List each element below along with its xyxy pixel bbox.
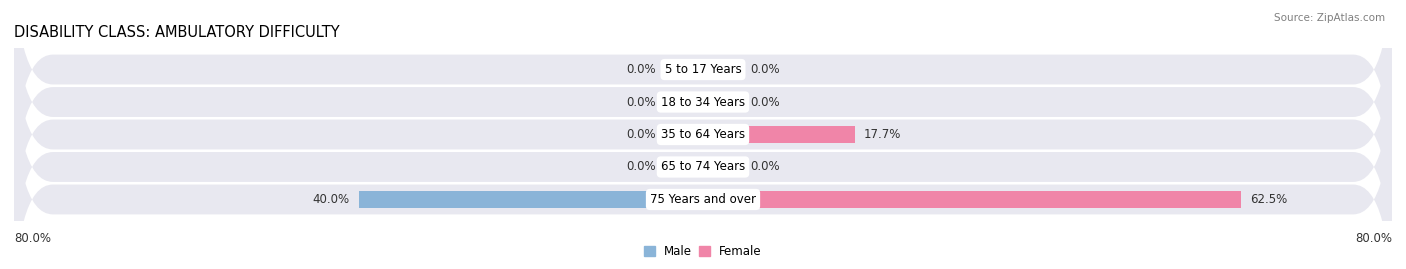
FancyBboxPatch shape	[14, 0, 1392, 233]
Bar	[703, 61, 742, 79]
Bar	[703, 93, 742, 111]
Text: 0.0%: 0.0%	[751, 95, 780, 108]
Text: 35 to 64 Years: 35 to 64 Years	[661, 128, 745, 141]
Text: 65 to 74 Years: 65 to 74 Years	[661, 161, 745, 174]
Text: 62.5%: 62.5%	[1250, 193, 1286, 206]
Bar	[703, 126, 855, 143]
Text: 0.0%: 0.0%	[751, 161, 780, 174]
Bar	[664, 126, 703, 143]
Text: 80.0%: 80.0%	[14, 232, 51, 245]
FancyBboxPatch shape	[14, 0, 1392, 201]
Bar	[359, 190, 703, 208]
Text: 0.0%: 0.0%	[626, 63, 655, 76]
FancyBboxPatch shape	[14, 68, 1392, 269]
Legend: Male, Female: Male, Female	[640, 240, 766, 263]
Text: 80.0%: 80.0%	[1355, 232, 1392, 245]
Text: 0.0%: 0.0%	[751, 63, 780, 76]
Text: 0.0%: 0.0%	[626, 128, 655, 141]
Bar	[703, 190, 1241, 208]
Bar	[703, 158, 742, 176]
Text: DISABILITY CLASS: AMBULATORY DIFFICULTY: DISABILITY CLASS: AMBULATORY DIFFICULTY	[14, 25, 340, 40]
Text: 5 to 17 Years: 5 to 17 Years	[665, 63, 741, 76]
Text: 75 Years and over: 75 Years and over	[650, 193, 756, 206]
Text: Source: ZipAtlas.com: Source: ZipAtlas.com	[1274, 13, 1385, 23]
FancyBboxPatch shape	[14, 3, 1392, 266]
Bar	[664, 158, 703, 176]
Bar	[664, 93, 703, 111]
Text: 0.0%: 0.0%	[626, 95, 655, 108]
Text: 18 to 34 Years: 18 to 34 Years	[661, 95, 745, 108]
FancyBboxPatch shape	[14, 36, 1392, 269]
Bar	[664, 61, 703, 79]
Text: 0.0%: 0.0%	[626, 161, 655, 174]
Text: 17.7%: 17.7%	[865, 128, 901, 141]
Text: 40.0%: 40.0%	[312, 193, 350, 206]
